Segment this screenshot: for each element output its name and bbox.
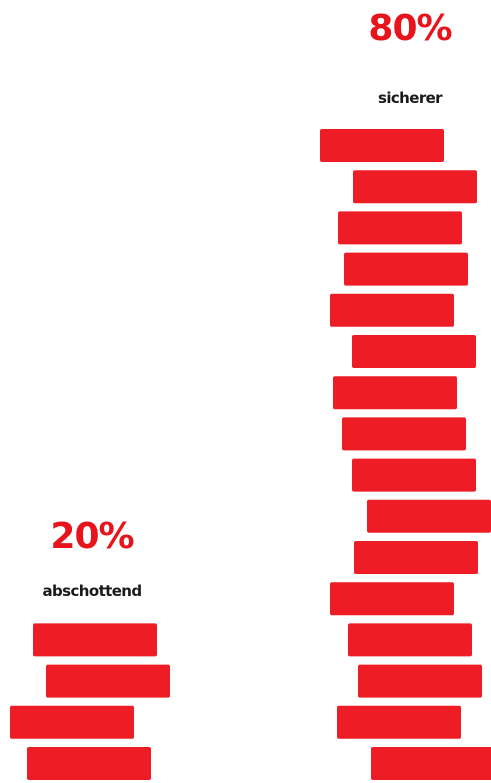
brick-sicherer-7 xyxy=(367,499,491,533)
brick-abschottend-2 xyxy=(10,705,134,739)
column-sicherer: 80% sicherer xyxy=(320,8,491,780)
brick-sicherer-6 xyxy=(354,541,478,574)
brick-sicherer-3 xyxy=(358,664,482,698)
category-label-sicherer: sicherer xyxy=(378,89,443,107)
category-label-abschottend: abschottend xyxy=(43,582,142,600)
brick-sicherer-13 xyxy=(344,252,468,286)
brick-abschottend-3 xyxy=(46,664,170,698)
column-abschottend: 20% abschottend xyxy=(10,516,170,780)
brick-abschottend-1 xyxy=(27,747,151,780)
brick-sicherer-16 xyxy=(320,129,444,162)
brick-sicherer-10 xyxy=(333,376,457,410)
brick-sicherer-12 xyxy=(330,293,454,327)
brick-stack-sicherer xyxy=(320,129,491,780)
brick-sicherer-11 xyxy=(352,335,476,368)
brick-sicherer-1 xyxy=(371,747,491,780)
brick-sicherer-9 xyxy=(342,417,466,451)
brick-sicherer-4 xyxy=(348,623,472,657)
brick-sicherer-5 xyxy=(330,582,454,616)
brick-sicherer-14 xyxy=(338,211,462,245)
value-label-abschottend: 20% xyxy=(50,516,133,557)
brick-sicherer-2 xyxy=(337,705,461,739)
brick-stack-abschottend xyxy=(10,623,170,780)
brick-abschottend-4 xyxy=(33,623,157,657)
brick-sicherer-8 xyxy=(352,458,476,492)
value-label-sicherer: 80% xyxy=(368,8,451,49)
brick-sicherer-15 xyxy=(353,170,477,204)
